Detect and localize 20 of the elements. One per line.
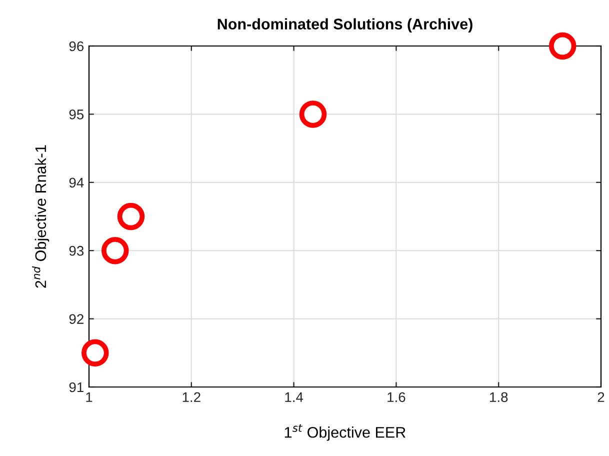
x-tick-label: 1.8 [490, 392, 508, 402]
y-tick-label: 92 [69, 314, 84, 324]
point [82, 339, 109, 367]
y-tick-label: 94 [69, 178, 84, 188]
point [299, 100, 327, 128]
point [117, 202, 145, 230]
y-tick-label: 96 [69, 41, 84, 52]
y-tick-label: 95 [69, 110, 84, 120]
x-tick-label: 1 [86, 392, 92, 402]
x-tick-label: 1.6 [388, 392, 406, 402]
y-tick-label: 93 [69, 246, 84, 256]
point [548, 32, 576, 60]
y-tick-label: 91 [69, 382, 84, 392]
x-axis-title: 1$^{st}$ Objective EER [284, 424, 406, 441]
x-tick-label: 2 [598, 392, 604, 402]
chart-title: Non-dominated Solutions (Archive) [218, 18, 472, 33]
x-tick-label: 1.2 [182, 392, 200, 402]
x-tick-label: 1.4 [285, 392, 304, 402]
point [101, 236, 129, 264]
y-axis-title: 2$^{nd}$ Objective Rnak-1 [32, 145, 50, 288]
